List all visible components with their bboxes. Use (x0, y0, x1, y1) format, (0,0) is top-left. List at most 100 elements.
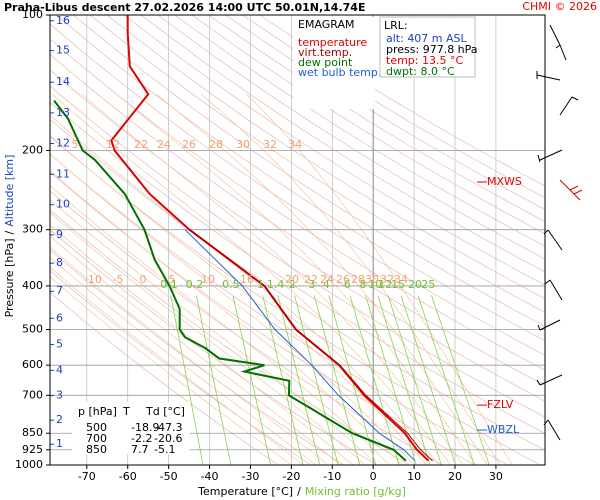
mixing-ratio-line (387, 295, 442, 465)
moist-adiabat (50, 224, 353, 465)
barb (559, 179, 583, 201)
profile-line (53, 99, 407, 462)
dry-adiabat (50, 85, 545, 418)
adiabat-label: 12 (106, 138, 120, 151)
dry-adiabat (50, 38, 545, 371)
dry-adiabat (89, 15, 545, 313)
moist-adiabat (51, 93, 452, 465)
y-axis-label-part: Altitude [km] (3, 155, 16, 227)
barb (537, 149, 563, 163)
altitude-tick-label: 3 (56, 389, 63, 402)
dry-adiabat (191, 15, 545, 235)
table-cell: -5.1 (154, 443, 175, 456)
moist-adiabat (50, 170, 403, 465)
moist-adiabat (50, 199, 378, 465)
adiabat-label: 28 (351, 273, 365, 286)
mixing-ratio-label: 0.2 (186, 278, 204, 291)
x-tick-label: 0 (370, 470, 377, 483)
mixing-ratio-label: 6 (344, 278, 351, 291)
moist-adiabat (50, 246, 329, 465)
mixing-ratio-label: 10 (368, 278, 382, 291)
adiabat-label: 5 (169, 273, 176, 286)
adiabat-label: 22 (134, 138, 148, 151)
moist-adiabat (156, 93, 488, 465)
y-tick-label: 100 (22, 8, 43, 21)
table-box (72, 402, 190, 454)
adiabat-label: 0 (140, 273, 147, 286)
mixing-ratio-line (400, 295, 456, 465)
table-cell: 7.7 (131, 443, 149, 456)
adiabat-label: 32 (380, 273, 394, 286)
dry-adiabat (72, 15, 545, 327)
barb (536, 71, 561, 81)
mixing-ratio-line (349, 295, 400, 465)
legend-entry: dew point (298, 56, 353, 69)
barb (543, 419, 561, 441)
legend-entry: virt.temp. (298, 46, 352, 59)
moist-adiabat (50, 276, 292, 465)
altitude-tick-label: 13 (56, 106, 70, 119)
x-tick-label: -40 (201, 470, 219, 483)
dry-adiabat (174, 15, 545, 247)
mixing-ratio-line (277, 295, 321, 465)
x-tick-label: -10 (323, 470, 341, 483)
chart-title: Praha-Libus descent 27.02.2026 14:00 UTC… (4, 1, 365, 14)
lrl-press: press: 977.8 hPa (386, 43, 478, 56)
adiabat-label: 28 (209, 138, 223, 151)
dry-adiabat (157, 15, 545, 260)
adiabat-label: 20 (285, 273, 299, 286)
dry-adiabat (50, 53, 545, 386)
y-axis-label: Pressure [hPa] / Altitude [km] (3, 155, 16, 318)
altitude-tick-label: 8 (56, 256, 63, 269)
table-header: Td [°C] (145, 405, 185, 418)
legend-box (293, 17, 375, 109)
mixing-ratio-label: 8 (359, 278, 366, 291)
barb (549, 24, 567, 61)
mixing-ratio-label: 1.4 (267, 278, 285, 291)
adiabat-label: 22 (304, 273, 318, 286)
altitude-tick-label: 15 (56, 44, 70, 57)
y-tick-label: 200 (22, 143, 43, 156)
legend-entry: temperature (298, 36, 367, 49)
altitude-tick-label: 11 (56, 167, 70, 180)
mixing-ratio-label: 20 (408, 278, 422, 291)
x-axis-label-part: Temperature [°C] (197, 485, 293, 498)
x-axis-label-part: / (297, 485, 301, 498)
table-cell: -2.2 (131, 432, 152, 445)
dry-adiabat (225, 15, 545, 210)
adiabat-label: 30 (365, 273, 379, 286)
moist-adiabat (246, 93, 513, 465)
x-tick-label: 30 (489, 470, 503, 483)
altitude-tick-label: 12 (56, 137, 70, 150)
table-cell: -18.9 (131, 421, 159, 434)
dry-adiabat (50, 69, 545, 402)
legend-entry: wet bulb temp. (298, 66, 381, 79)
mixing-ratio-label: 1 (257, 278, 264, 291)
adiabat-label: 34 (394, 273, 408, 286)
dry-adiabat (242, 15, 545, 199)
x-tick-label: -20 (282, 470, 300, 483)
dry-adiabat (106, 15, 545, 300)
lrl-dwpt: dwpt: 8.0 °C (386, 65, 455, 78)
mixing-ratio-line (232, 295, 271, 465)
dry-adiabat (140, 15, 545, 273)
dry-adiabat (50, 23, 545, 356)
x-tick-label: -50 (160, 470, 178, 483)
moist-adiabat (50, 153, 415, 465)
adiabat-label: -10 (84, 273, 102, 286)
altitude-tick-label: 4 (56, 363, 63, 376)
table-header: p [hPa] (78, 405, 117, 418)
x-tick-label: 10 (407, 470, 421, 483)
mixing-ratio-line (377, 295, 431, 465)
moist-adiabat (50, 235, 341, 465)
adiabat-label: 5 (72, 138, 79, 151)
altitude-tick-label: 10 (56, 198, 70, 211)
barb (537, 319, 561, 331)
level-label: MXWS (487, 175, 522, 188)
y-axis-label-part: / (3, 230, 16, 234)
barb (536, 374, 563, 386)
altitude-tick-label: 9 (56, 228, 63, 241)
mixing-ratio-label: 0.5 (222, 278, 240, 291)
table-header: T (122, 405, 130, 418)
altitude-tick-label: 7 (56, 284, 63, 297)
